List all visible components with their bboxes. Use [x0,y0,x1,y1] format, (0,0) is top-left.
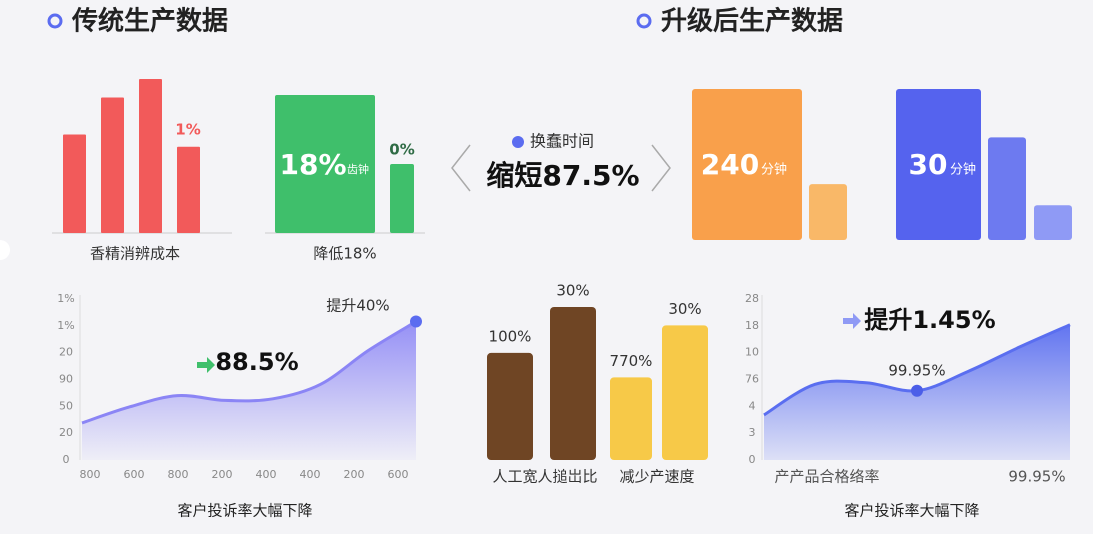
label: 齿钟 [347,162,369,176]
bar [1034,205,1072,240]
x-tick-label: 800 [80,468,101,481]
line [81,320,417,425]
caption: 客户投诉率大幅下降 [177,502,312,520]
bar [487,352,533,460]
x-tick-label: 200 [212,468,233,481]
x-tick-label: 200 [344,468,365,481]
y-tick-label: 18 [745,319,759,332]
bar-label: 770% [610,352,653,370]
title-icon [636,13,652,29]
highlight: 提升1.45% [864,306,995,334]
x-tick-label: 600 [388,468,409,481]
bar [662,325,708,460]
area [82,321,416,460]
arrow-icon [197,357,215,373]
caption: 香精消辨成本 [90,245,180,263]
point [410,315,422,328]
y-tick-label: 1% [57,319,74,332]
section-title: 升级后生产数据 [661,6,843,37]
label: 分钟 [761,162,787,178]
center-headline: 缩短87.5% [486,159,639,192]
caption: 降低18% [313,245,376,263]
x-tick-label: 400 [300,468,321,481]
y-tick-label: 28 [745,292,759,305]
y-tick-label: 0 [63,453,70,466]
y-tick-label: 20 [59,346,73,359]
bar-label: 30% [556,282,589,300]
caption: 人工宽人搥岀比 [492,468,597,486]
edge-button [0,240,10,260]
label: 0% [389,141,414,159]
x-tick-label: 产产品合格络率 [774,468,879,486]
bar [692,89,802,240]
arrow-icon [843,313,861,329]
bar [177,146,200,233]
bar [63,134,86,233]
chevron [651,144,671,192]
label-dot [512,136,524,148]
y-tick-label: 10 [745,346,759,359]
y-tick-label: 76 [745,373,759,386]
y-tick-label: 0 [749,453,756,466]
point [911,384,923,397]
y-tick-label: 4 [749,399,756,412]
y-tick-label: 90 [59,373,73,386]
y-tick-label: 50 [59,399,73,412]
label: 30 [909,148,948,181]
bar [101,97,124,233]
point-label: 99.95% [888,361,945,379]
x-tick-label: 99.95% [1008,468,1065,486]
label: 分钟 [950,162,976,178]
y-tick-label: 20 [59,426,73,439]
annotation: 提升40% [326,297,389,315]
bar [988,137,1026,240]
bar [390,164,414,233]
bar [896,89,981,240]
x-tick-label: 800 [168,468,189,481]
caption: 客户投诉率大幅下降 [844,502,979,520]
bar-label: 30% [668,300,701,318]
x-tick-label: 600 [124,468,145,481]
highlight: 88.5% [215,348,298,376]
y-tick-label: 1% [57,292,74,305]
chevron [451,144,471,192]
label: 1% [175,121,200,139]
bar-label: 100% [489,327,532,345]
bar [610,377,652,460]
label: 240 [701,148,759,181]
section-title: 传统生产数据 [71,6,228,37]
label: 18% [279,148,346,181]
x-tick-label: 400 [256,468,277,481]
center-label: 换蠢时间 [530,132,594,151]
caption: 减少产速度 [619,468,694,486]
bar [809,184,847,240]
title-icon [47,13,63,29]
y-tick-label: 3 [749,426,756,439]
bar [275,95,375,233]
bar [550,307,596,460]
bar [139,79,162,233]
